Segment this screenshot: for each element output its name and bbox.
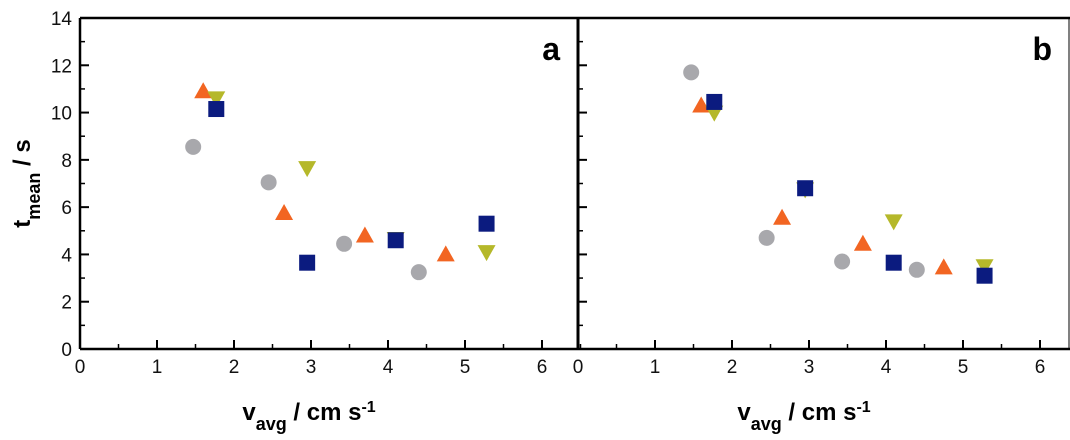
panel-b-label: b: [1032, 31, 1052, 67]
panel-b-x-axis-title: vavg / cm s-1: [737, 399, 870, 435]
panel-a-xtick-label: 1: [152, 357, 163, 378]
panel-b-xtick-label: 4: [881, 357, 892, 378]
panel-b-xtick-label: 6: [1035, 357, 1046, 378]
panel-a-ytick-label: 4: [61, 245, 72, 266]
panel-b-point-circle: [834, 253, 851, 270]
panel-a-xtick-label: 2: [229, 357, 240, 378]
panel-b-point-triangle-down: [975, 259, 994, 276]
panel-b-point-triangle-up: [692, 96, 711, 113]
panel-b-point-triangle-up: [853, 234, 872, 251]
panel-b-point-square: [885, 254, 902, 271]
panel-a-x-axis-title: vavg / cm s-1: [242, 399, 375, 435]
panel-a-label: a: [542, 31, 560, 67]
panel-a-xtick-label: 5: [460, 357, 471, 378]
panel-a-point-circle: [185, 138, 202, 155]
panel-a-point-triangle-down: [477, 245, 496, 262]
panel-b-point-square: [976, 267, 993, 284]
panel-b-point-triangle-up: [773, 208, 792, 225]
panel-a-point-triangle-up: [194, 82, 213, 99]
panel-a-ytick-label: 8: [61, 151, 72, 172]
panel-a-ytick-label: 14: [51, 9, 73, 30]
panel-a-y-axis-title: tmean / s: [9, 139, 44, 227]
panel-a-point-triangle-up: [436, 245, 455, 262]
panel-b-xtick-label: 1: [650, 357, 661, 378]
panel-a-point-triangle-down: [207, 91, 226, 108]
panel-b-point-triangle-up: [934, 258, 953, 275]
panel-b-xtick-label: 0: [573, 357, 584, 378]
panel-a-point-circle: [336, 235, 353, 252]
panel-a-point-triangle-up: [275, 204, 294, 221]
panel-a-xtick-label: 0: [75, 357, 86, 378]
panel-b-point-circle: [758, 229, 775, 246]
panel-b-point-circle: [683, 64, 700, 81]
panel-b-point-triangle-down: [884, 214, 903, 231]
panel-a-point-triangle-down: [298, 161, 317, 178]
panel-a-xtick-label: 6: [537, 357, 548, 378]
panel-a-point-circle: [260, 174, 277, 191]
panel-a-point-square: [387, 232, 404, 249]
panel-a-point-square: [478, 215, 495, 232]
panel-a-xtick-label: 3: [306, 357, 317, 378]
panel-b-xtick-label: 3: [804, 357, 815, 378]
panel-b-point-square: [706, 93, 723, 110]
panel-a-point-triangle-up: [355, 226, 374, 243]
panel-a-point-square: [208, 101, 225, 118]
panel-a-ytick-label: 2: [61, 293, 72, 314]
panel-b-point-circle: [908, 261, 925, 278]
panel-b-xtick-label: 5: [958, 357, 969, 378]
panel-b-point-square: [797, 180, 814, 197]
panel-a-ytick-label: 6: [61, 198, 72, 219]
panel-b-xtick-label: 2: [727, 357, 738, 378]
panel-a-ytick-label: 12: [51, 56, 72, 77]
panel-a-ytick-label: 0: [61, 340, 72, 361]
panel-a-ytick-label: 10: [51, 104, 72, 125]
panel-a-point-circle: [410, 264, 427, 281]
panel-a-xtick-label: 4: [383, 357, 394, 378]
panel-a-point-square: [299, 254, 316, 271]
